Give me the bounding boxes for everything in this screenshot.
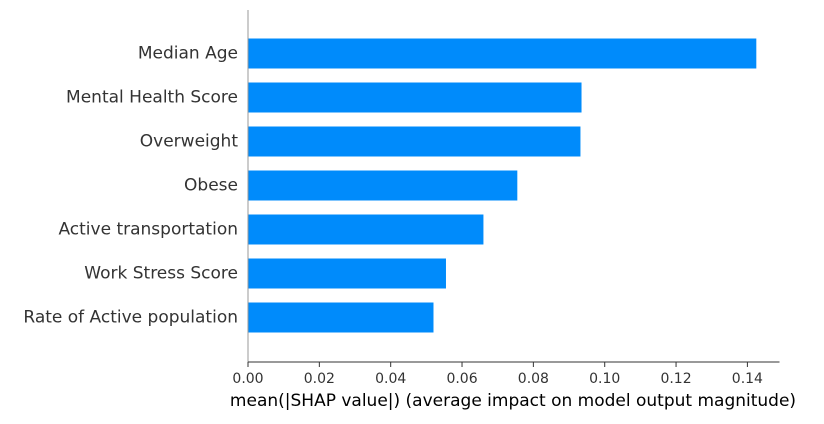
bars-layer (248, 38, 757, 333)
category-label: Overweight (140, 132, 239, 152)
bar (248, 214, 484, 245)
x-tick-label: 0.08 (518, 371, 549, 387)
bar (248, 126, 581, 157)
category-labels: Median Age Mental Health Score Overweight O… (23, 44, 238, 328)
category-label: Mental Health Score (66, 88, 238, 108)
bar (248, 302, 434, 333)
bar (248, 38, 757, 69)
category-label: Active transportation (58, 220, 238, 240)
x-tick-label: 0.06 (446, 371, 477, 387)
category-label: Rate of Active population (23, 308, 238, 328)
x-tick-label: 0.04 (375, 371, 406, 387)
x-axis-ticks: 0.00 0.02 0.04 0.06 0.08 0.10 0.12 0.14 (232, 362, 763, 387)
x-tick-label: 0.10 (589, 371, 620, 387)
category-label: Median Age (138, 44, 238, 64)
x-axis-title: mean(|SHAP value|) (average impact on mo… (230, 391, 796, 411)
x-tick-label: 0.12 (660, 371, 691, 387)
category-label: Obese (184, 176, 238, 196)
bar (248, 170, 518, 201)
x-tick-label: 0.00 (232, 371, 263, 387)
x-tick-label: 0.02 (304, 371, 335, 387)
x-tick-label: 0.14 (732, 371, 763, 387)
category-label: Work Stress Score (84, 264, 238, 284)
bar (248, 82, 582, 113)
bar (248, 258, 446, 289)
